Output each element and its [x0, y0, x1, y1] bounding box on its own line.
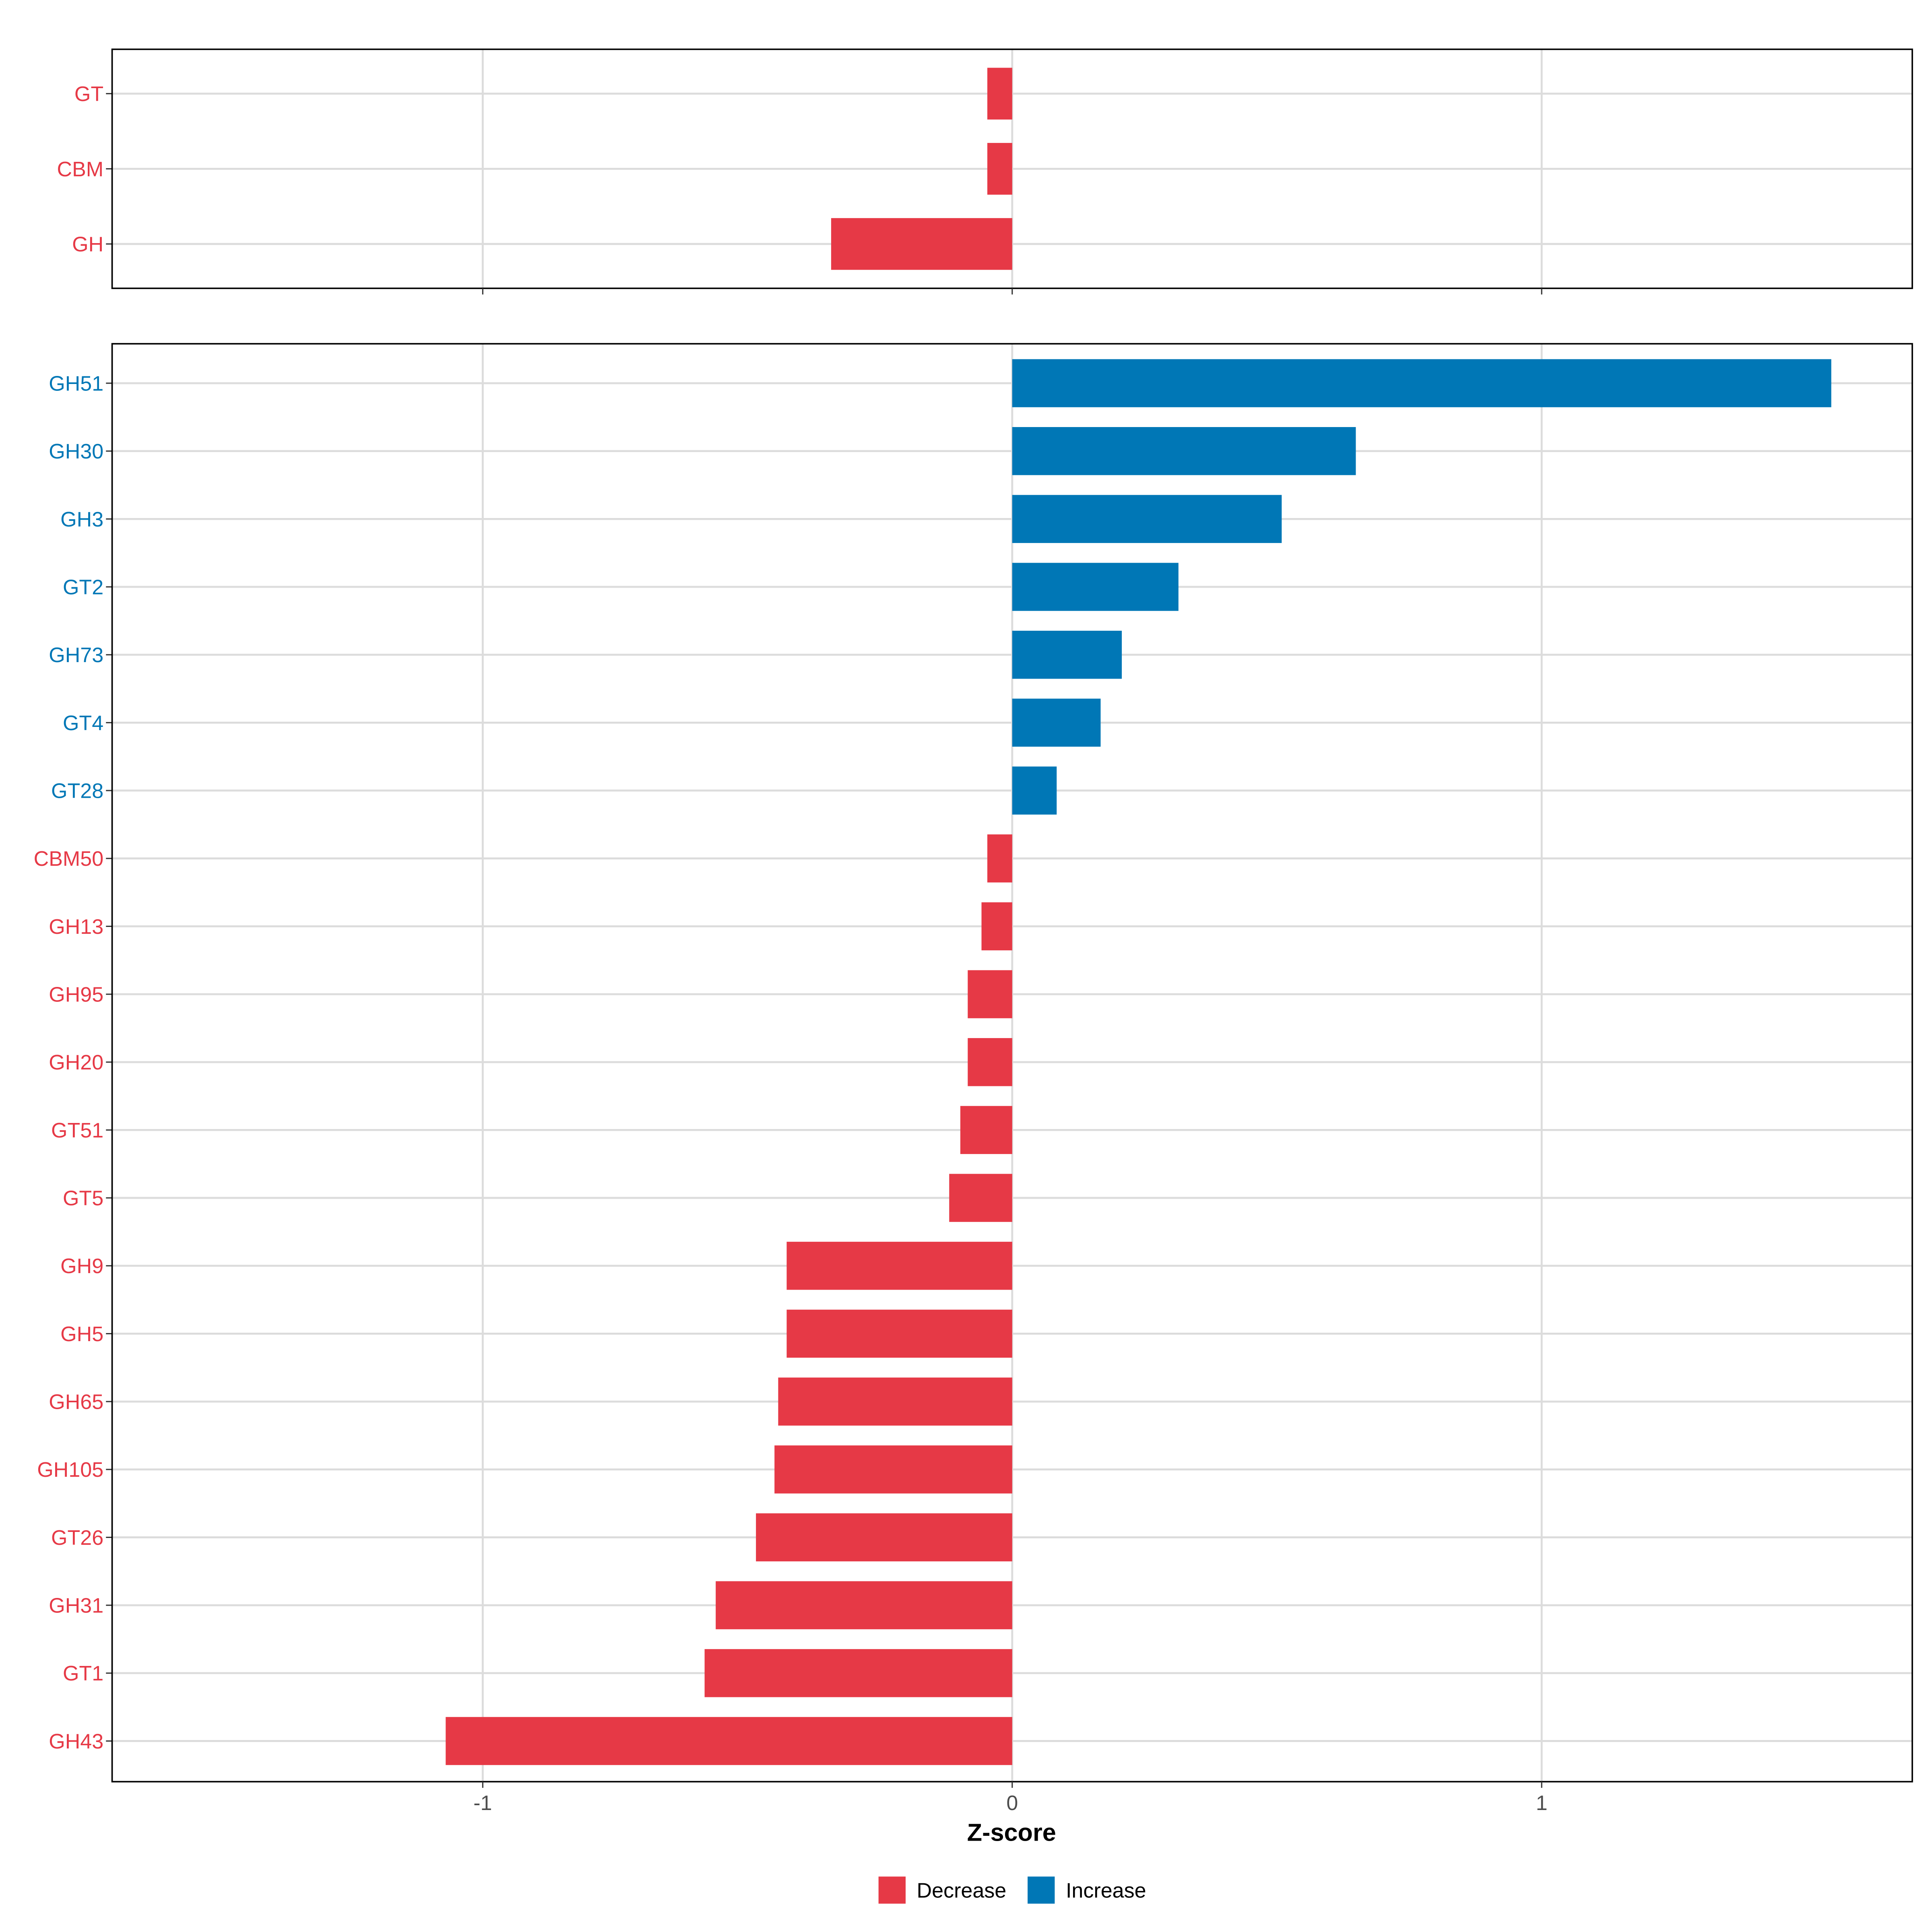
bar-gh9 [786, 1242, 1012, 1290]
bar-gh51 [1012, 359, 1831, 407]
y-tick-label: GH73 [49, 644, 103, 667]
bar-gt2 [1012, 563, 1179, 611]
bar-gt1 [704, 1649, 1012, 1697]
y-tick-label: GH9 [60, 1255, 103, 1278]
y-tick-label: GT [74, 83, 103, 106]
bar-gt4 [1012, 698, 1101, 747]
y-tick-label: GH20 [49, 1051, 103, 1074]
legend-label-decrease: Decrease [917, 1879, 1007, 1902]
bar-gt28 [1012, 766, 1057, 815]
bar-gh13 [981, 902, 1012, 951]
bar-gt [987, 68, 1012, 120]
legend-swatch-decrease [878, 1876, 906, 1904]
y-tick-label: GH95 [49, 983, 103, 1006]
bar-gt51 [960, 1106, 1012, 1154]
y-tick-label: GT28 [51, 779, 103, 803]
bar-gh31 [716, 1581, 1012, 1629]
bar-gh3 [1012, 495, 1282, 543]
y-tick-label: GH30 [49, 440, 103, 463]
bottom-panel: GH51 GH30 GH3 GT2 GH73 GT4 GT28 CBM50 GH13 GH95 GH… [34, 343, 1913, 1788]
bar-gh95 [968, 970, 1012, 1018]
bar-cbm50 [987, 834, 1012, 883]
y-tick-label: CBM50 [34, 847, 104, 871]
bar-gh5 [786, 1309, 1012, 1358]
x-tick-label: -1 [473, 1792, 492, 1815]
bar-gh73 [1012, 631, 1122, 679]
x-tick-label: 0 [1006, 1792, 1018, 1815]
bar-gh30 [1012, 427, 1356, 475]
top-panel: GT CBM GH [57, 48, 1913, 295]
y-tick-label: GH43 [49, 1730, 103, 1753]
bar-gh43 [446, 1717, 1012, 1765]
bar-gh105 [774, 1445, 1012, 1494]
x-tick-label: 1 [1536, 1792, 1548, 1815]
y-tick-label: GT51 [51, 1119, 103, 1142]
y-tick-label: GT26 [51, 1526, 103, 1550]
legend: Decrease Increase [878, 1876, 1146, 1904]
bar-gt5 [949, 1174, 1012, 1222]
y-tick-label: GH105 [37, 1458, 103, 1482]
y-tick-label: GH65 [49, 1391, 103, 1414]
y-tick-label: GH5 [60, 1323, 103, 1346]
bar-gh [831, 218, 1012, 270]
x-axis: -1 0 1 [473, 1792, 1547, 1815]
bar-cbm [987, 143, 1012, 195]
y-tick-label: GH31 [49, 1594, 103, 1618]
y-tick-label: GH13 [49, 915, 103, 939]
y-tick-label: GT4 [63, 712, 103, 735]
bar-gh65 [778, 1377, 1012, 1426]
x-axis-title: Z-score [967, 1818, 1056, 1846]
y-tick-label: GT5 [63, 1187, 103, 1210]
y-tick-label: GH3 [60, 508, 103, 531]
y-tick-label: GT1 [63, 1662, 103, 1685]
legend-swatch-increase [1028, 1876, 1055, 1904]
y-tick-label: GH [72, 233, 103, 256]
bar-gh20 [968, 1038, 1012, 1086]
legend-label-increase: Increase [1066, 1879, 1146, 1902]
bar-gt26 [756, 1513, 1012, 1562]
y-tick-label: CBM [57, 158, 104, 181]
y-tick-label: GH51 [49, 372, 103, 395]
y-tick-label: GT2 [63, 576, 103, 599]
